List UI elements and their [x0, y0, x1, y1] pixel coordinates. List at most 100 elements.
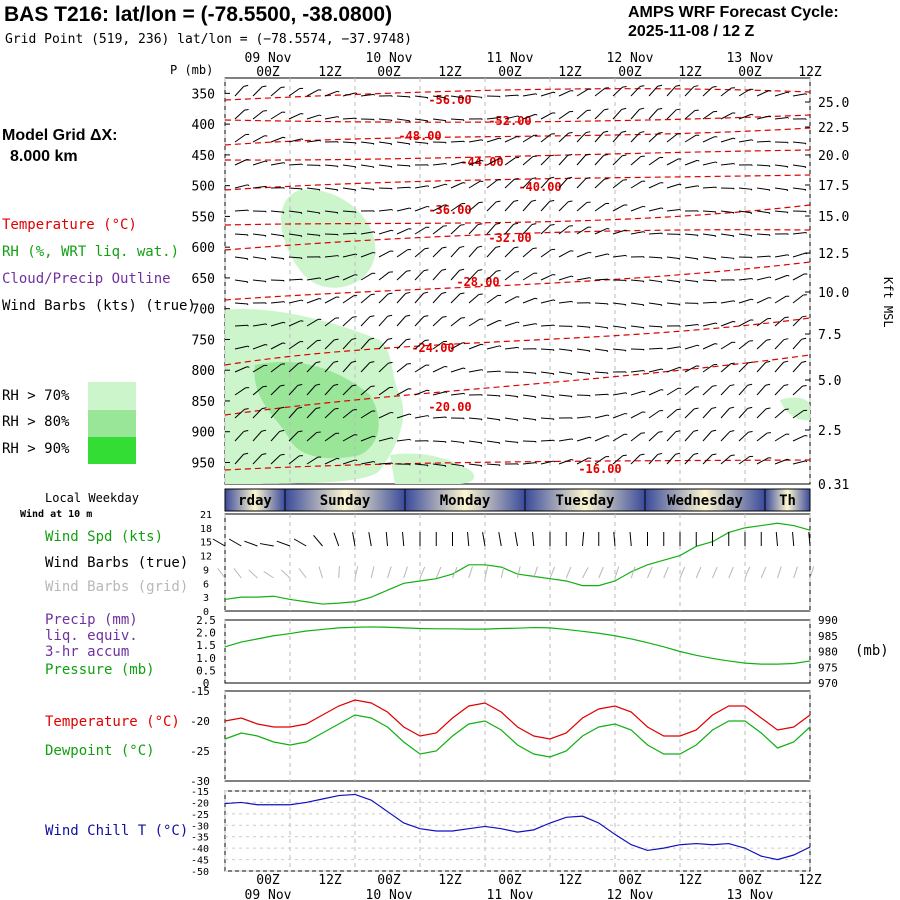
wind-barb-feather — [265, 344, 268, 346]
wind-barb-feather — [531, 223, 537, 226]
wind-barb-feather — [571, 438, 574, 441]
dewpoint-line — [224, 714, 811, 758]
wind-barb-feather — [427, 205, 430, 208]
wind-barb — [666, 409, 678, 419]
wind-barb-feather — [351, 337, 357, 340]
wind-barb-feather — [625, 255, 628, 257]
wind-barb — [666, 302, 680, 305]
wind-barb-feather — [409, 413, 412, 416]
wind-barb — [234, 431, 245, 442]
wind-barb — [738, 139, 752, 143]
precip-accum-label: 3-hr accum — [45, 644, 130, 660]
wind-barb — [630, 156, 642, 166]
wind-barb — [792, 410, 804, 419]
wind-barb — [288, 187, 303, 190]
wind-barb — [648, 454, 659, 465]
height-tick-label: 20.0 — [818, 149, 849, 164]
wind-barb — [324, 116, 338, 120]
wind-barb — [720, 162, 734, 166]
wind-barb-feather — [442, 246, 447, 249]
wind-barb-feather — [535, 93, 538, 95]
wind-barb — [540, 112, 553, 120]
wind-barb-feather — [801, 360, 807, 363]
wind-barb — [702, 385, 713, 396]
height-tick-label: 12.5 — [818, 247, 849, 262]
wind-barb — [684, 386, 696, 396]
wind-barb-feather — [786, 166, 789, 168]
wind-barb — [306, 340, 318, 350]
wind-barb — [540, 439, 555, 442]
wind-barb — [576, 154, 586, 166]
temperature-contour-label: -40.00 — [518, 180, 561, 194]
wind-barb-feather — [534, 396, 537, 399]
wind-barb-feather — [498, 442, 501, 445]
wind-barb-grid — [712, 566, 718, 579]
wind-barb — [234, 209, 249, 212]
wind-barb-feather — [409, 207, 412, 210]
wind-barb — [648, 410, 660, 419]
wind-chill-line — [224, 793, 811, 861]
wind-barb — [288, 407, 298, 419]
wind-speed-tick-label: 21 — [200, 510, 212, 521]
precip-tick-label: 1.5 — [196, 639, 216, 652]
wind-barb — [288, 385, 299, 396]
wind-panel-frame — [224, 513, 811, 612]
wind-barb — [558, 394, 572, 397]
wind-barb — [720, 385, 731, 396]
wind-barb-feather — [585, 131, 591, 134]
wind-barb — [594, 456, 607, 465]
wind-barb — [576, 251, 590, 258]
wind-barb-feather — [622, 86, 627, 88]
wind-barb-feather — [498, 419, 501, 422]
wind-barb — [234, 279, 248, 283]
wind-barb — [792, 141, 806, 144]
wind-barb — [486, 270, 497, 281]
legend-temperature: Temperature (°C) — [2, 217, 137, 233]
wind-barb-feather — [783, 338, 789, 341]
wind-barb-feather — [639, 85, 645, 88]
wind-barb — [252, 135, 265, 143]
wind-barb — [684, 185, 698, 189]
wind-barb — [270, 321, 284, 327]
weekday-label: Tuesday — [555, 493, 615, 509]
wind-barb — [648, 132, 659, 143]
wind-barb — [486, 247, 497, 258]
wind-barb — [792, 294, 804, 304]
wind-barb — [270, 454, 281, 465]
wind-barb-feather — [333, 360, 339, 363]
wind-barb — [270, 363, 282, 373]
wind-barb-feather — [390, 143, 393, 146]
wind-barb — [702, 454, 713, 465]
wind-chill-label: Wind Chill T (°C) — [45, 823, 189, 839]
wind-barb — [396, 228, 410, 235]
wind-barb — [396, 339, 407, 350]
wind-barb — [792, 385, 803, 396]
wind-barb — [558, 371, 572, 375]
wind-barb — [504, 157, 516, 166]
wind-barb-feather — [334, 338, 339, 341]
wind-barb — [630, 370, 644, 373]
wind-barb — [576, 277, 590, 281]
temperature-contour-label: -48.00 — [398, 129, 441, 143]
wind-barb — [684, 256, 698, 260]
wind-barb-feather — [391, 437, 394, 440]
wind-barb — [252, 430, 262, 442]
wind-barb-feather — [642, 327, 645, 329]
wind-barb-feather — [696, 235, 699, 237]
wind-barb — [306, 139, 320, 143]
wind-barb-feather — [769, 115, 772, 118]
temperature-contour — [224, 317, 811, 366]
wind-barb-feather — [460, 224, 465, 226]
mb-unit-label: (mb) — [855, 643, 889, 659]
wind-barb — [612, 204, 625, 212]
wind-barb-feather — [423, 291, 429, 294]
wind-barb-feather — [535, 323, 538, 325]
wind-barb — [396, 293, 407, 304]
wind-barb — [468, 270, 479, 281]
wind-chill-tick-label: -50 — [191, 867, 209, 878]
wind-speed-tick-label: 0 — [203, 607, 209, 618]
pressure-tick-label: 750 — [192, 333, 215, 348]
wind-barb — [774, 295, 787, 304]
wind-barb — [702, 322, 716, 327]
wind-barb-feather — [588, 373, 591, 375]
